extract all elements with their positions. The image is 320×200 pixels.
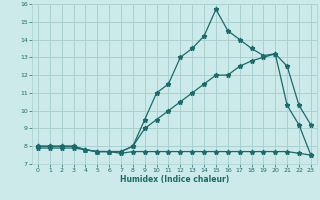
X-axis label: Humidex (Indice chaleur): Humidex (Indice chaleur) — [120, 175, 229, 184]
